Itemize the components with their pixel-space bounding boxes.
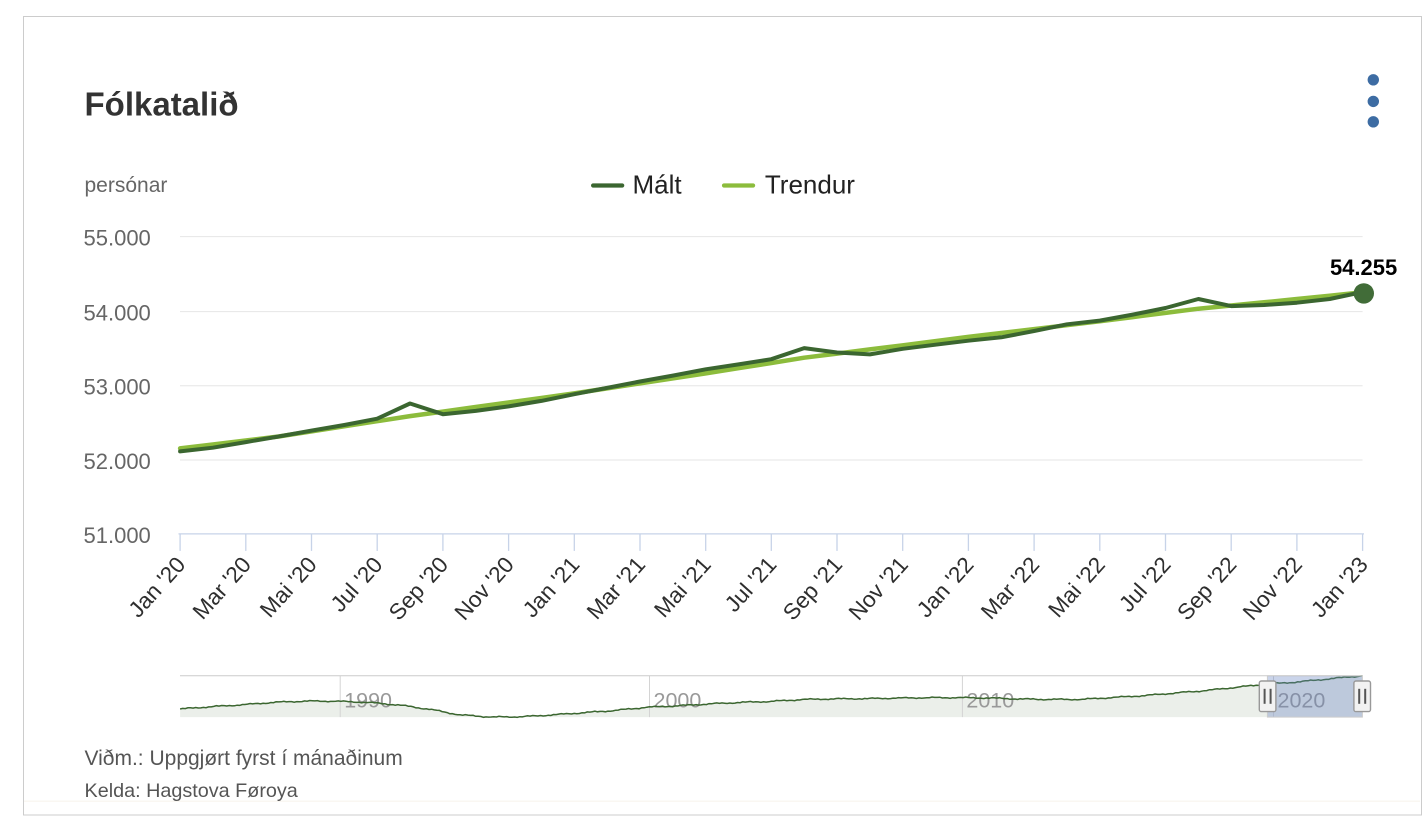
svg-text:Kelda: Hagstova Føroya: Kelda: Hagstova Føroya [85,780,298,802]
svg-text:Viðm.: Uppgjørt fyrst í mánaði: Viðm.: Uppgjørt fyrst í mánaðinum [85,747,403,770]
svg-text:persónar: persónar [85,174,168,197]
svg-text:1990: 1990 [344,689,392,713]
svg-text:54.000: 54.000 [84,301,151,326]
svg-text:Fólkatalið: Fólkatalið [85,86,239,123]
svg-text:51.000: 51.000 [84,523,151,548]
svg-text:53.000: 53.000 [84,375,151,400]
svg-text:Mált: Mált [633,170,683,200]
svg-text:54.255: 54.255 [1330,255,1397,280]
svg-text:Trendur: Trendur [765,170,855,200]
svg-text:52.000: 52.000 [84,449,151,474]
svg-text:2020: 2020 [1278,689,1326,713]
svg-text:55.000: 55.000 [84,226,151,251]
svg-text:2010: 2010 [966,689,1014,713]
svg-text:2000: 2000 [654,689,702,713]
